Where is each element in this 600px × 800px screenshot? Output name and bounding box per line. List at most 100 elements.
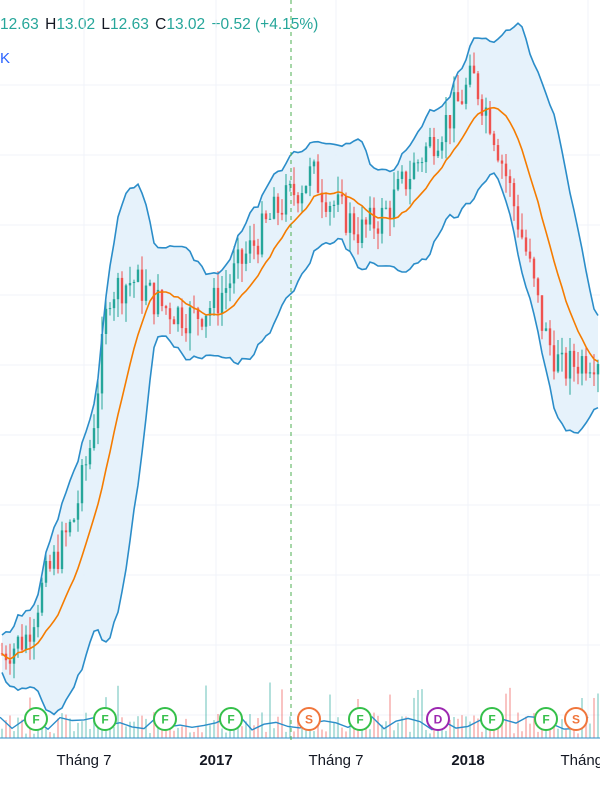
event-marker-circle	[426, 707, 450, 731]
event-marker-circle	[93, 707, 117, 731]
candle-body	[332, 204, 336, 207]
volume-bar	[225, 732, 227, 738]
event-marker-f: F	[24, 707, 48, 731]
candle-body	[72, 519, 76, 522]
volume-bar	[569, 725, 571, 738]
candle-body	[272, 196, 276, 219]
event-marker-circle	[564, 707, 588, 731]
volume-bar	[593, 697, 595, 738]
candle-body	[396, 178, 400, 190]
volume-bar	[341, 727, 343, 738]
volume-bar	[89, 728, 91, 738]
volume-bar	[81, 721, 83, 738]
candle-body	[196, 308, 200, 320]
volume-bar	[61, 713, 63, 738]
candle-body	[148, 282, 152, 286]
candle-body	[20, 636, 24, 650]
candle-body	[44, 560, 48, 583]
volume-bar	[505, 693, 507, 738]
high-value: 13.02	[56, 16, 96, 33]
volume-bar	[17, 717, 19, 738]
candle-body	[424, 146, 428, 163]
candle-body	[152, 282, 156, 315]
event-marker-f: F	[219, 707, 243, 731]
event-marker-letter: F	[101, 713, 108, 727]
candle-body	[80, 465, 84, 504]
candle-body	[372, 207, 376, 229]
candle-body	[176, 307, 180, 325]
candle-body	[212, 287, 216, 308]
volume-bar	[121, 717, 123, 738]
candle-body	[576, 366, 580, 374]
event-marker-s: S	[564, 707, 588, 731]
candle-body	[164, 306, 168, 309]
candle-body	[32, 627, 36, 642]
volume-bar	[405, 716, 407, 738]
volume-bar	[409, 731, 411, 738]
candle-body	[352, 213, 356, 235]
lower-band	[1, 172, 599, 716]
volume-bar	[149, 733, 151, 738]
volume-bar	[441, 727, 443, 738]
candle-body	[124, 285, 128, 304]
event-marker-letter: S	[305, 713, 313, 727]
volume-bar	[141, 715, 143, 738]
volume-bar	[541, 727, 543, 738]
volume-bar	[377, 715, 379, 738]
candle-body	[568, 350, 572, 379]
candle-body	[364, 219, 368, 225]
candle-body	[188, 307, 192, 334]
volume-bar	[445, 730, 447, 738]
volume-bar	[113, 727, 115, 738]
event-marker-d: D	[426, 707, 450, 731]
candle-body	[248, 240, 252, 254]
candle-body	[336, 194, 340, 205]
volume-bar	[533, 713, 535, 738]
candle-body	[512, 183, 516, 207]
volume-bar	[369, 729, 371, 738]
candle-body	[280, 212, 284, 215]
candle-body	[544, 328, 548, 331]
event-marker-letter: F	[161, 713, 168, 727]
candle-body	[180, 307, 184, 329]
candle-body	[320, 192, 324, 203]
candle-body	[552, 345, 556, 372]
event-marker-f: F	[534, 707, 558, 731]
candle-body	[112, 299, 116, 309]
volume-bar	[389, 694, 391, 738]
volume-bar	[373, 712, 375, 738]
candle-body	[120, 277, 124, 304]
volume-bar	[301, 723, 303, 738]
volume-bar	[477, 718, 479, 738]
volume-bar	[537, 731, 539, 738]
volume-bar	[501, 723, 503, 738]
candle-body	[416, 162, 420, 164]
volume-bar	[185, 718, 187, 738]
event-marker-circle	[534, 707, 558, 731]
candle-body	[584, 356, 588, 374]
candle-body	[392, 189, 396, 219]
volume-bar	[1, 728, 3, 738]
volume-bar	[77, 722, 79, 738]
candle-body	[592, 372, 596, 375]
candle-body	[264, 213, 268, 220]
volume-bar	[257, 718, 259, 738]
candle-body	[560, 352, 564, 355]
candle-body	[468, 65, 472, 85]
event-marker-f: F	[153, 707, 177, 731]
candle-body	[312, 161, 316, 167]
close-value: 13.02	[166, 16, 206, 33]
candle-body	[296, 195, 300, 204]
candle-body	[52, 551, 56, 569]
volume-bar	[349, 725, 351, 738]
volume-bar	[397, 722, 399, 738]
candle-body	[448, 114, 452, 129]
candle-body	[348, 213, 352, 233]
candle-body	[596, 364, 600, 375]
event-marker-letter: F	[488, 713, 495, 727]
candle-body	[292, 183, 296, 196]
candle-body	[444, 114, 448, 143]
volume-bar	[189, 732, 191, 738]
candle-body	[104, 308, 108, 334]
